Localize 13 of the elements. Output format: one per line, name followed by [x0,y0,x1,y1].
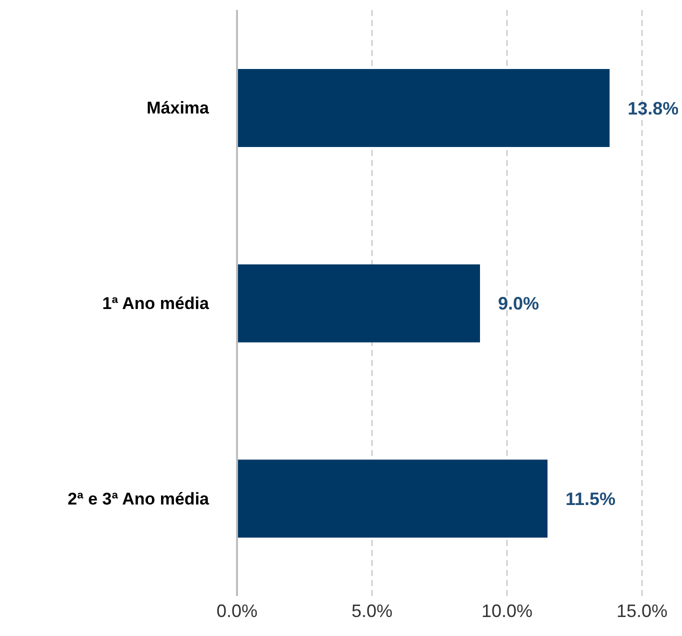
x-tick-label: 10.0% [481,600,533,621]
y-tick-label: 1ª Ano média [102,294,210,314]
y-tick-label: 2ª e 3ª Ano média [68,489,210,508]
bar [237,460,548,538]
bar [237,69,610,147]
x-tick-label: 5.0% [351,600,393,621]
data-label: 9.0% [498,294,540,314]
bar [237,264,480,342]
data-label: 11.5% [566,489,616,510]
y-tick-label: Máxima [146,98,210,118]
data-label: 13.8% [628,98,679,118]
x-tick-label: 15.0% [616,600,668,621]
x-tick-label: 0.0% [216,600,258,621]
